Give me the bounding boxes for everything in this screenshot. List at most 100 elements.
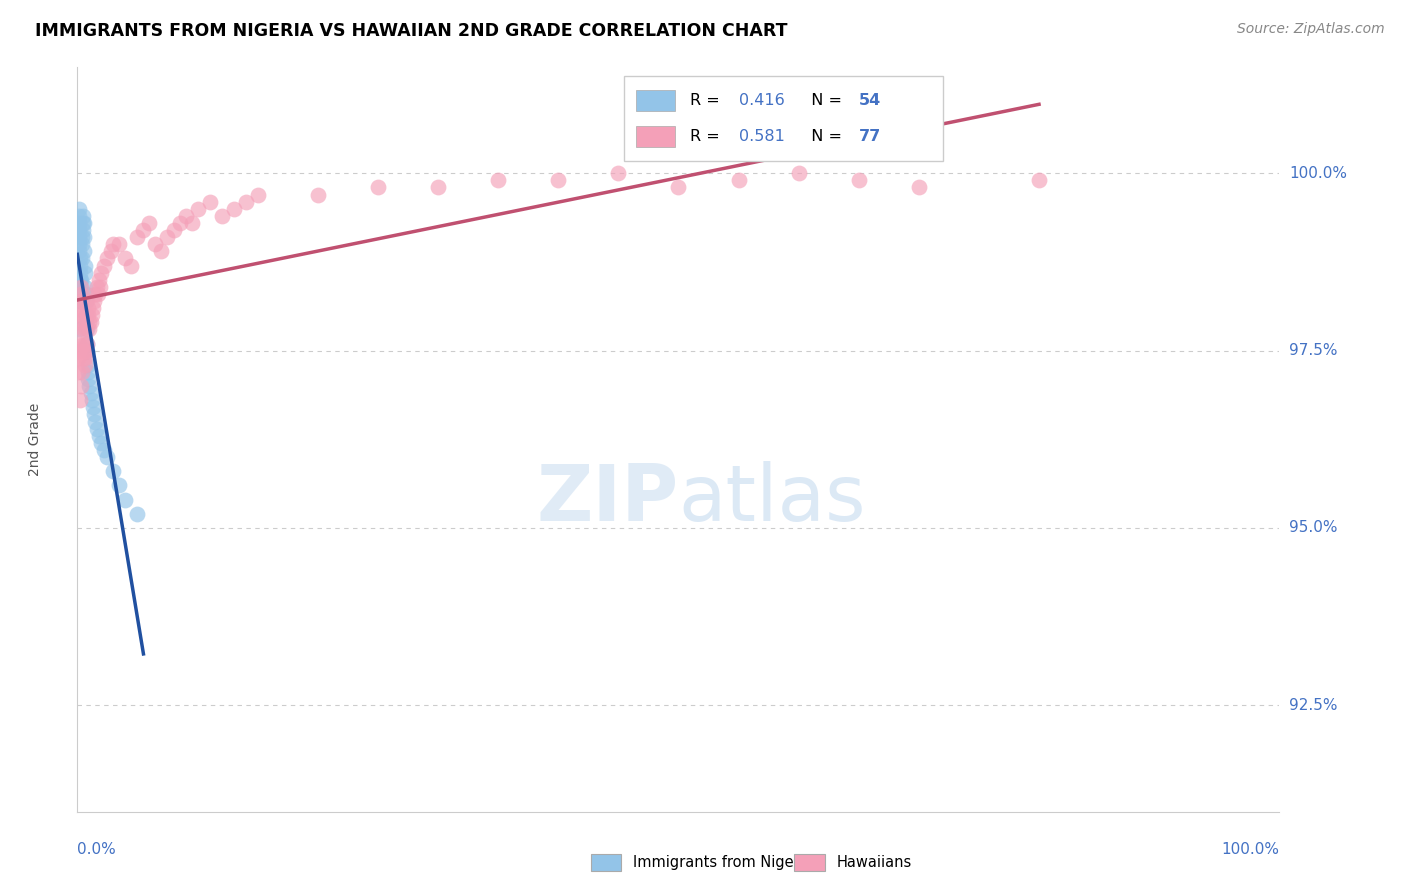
Point bbox=[76, 336, 98, 351]
Text: 92.5%: 92.5% bbox=[1289, 698, 1337, 713]
Point bbox=[668, 180, 690, 194]
Point bbox=[114, 252, 136, 266]
Point bbox=[67, 351, 90, 365]
Text: Hawaiians: Hawaiians bbox=[837, 855, 912, 870]
Text: 100.0%: 100.0% bbox=[1289, 166, 1347, 181]
Point bbox=[93, 442, 115, 457]
Text: 95.0%: 95.0% bbox=[1289, 520, 1337, 535]
Point bbox=[72, 351, 94, 365]
Point bbox=[75, 308, 97, 322]
Text: 100.0%: 100.0% bbox=[1222, 842, 1279, 856]
Point bbox=[73, 259, 96, 273]
Point bbox=[80, 393, 103, 408]
Point bbox=[69, 322, 91, 336]
Text: R =: R = bbox=[690, 93, 725, 108]
Point bbox=[367, 180, 389, 194]
Point bbox=[150, 244, 173, 259]
Point bbox=[67, 336, 90, 351]
Point bbox=[72, 322, 94, 336]
Point bbox=[86, 280, 108, 294]
Point bbox=[73, 230, 96, 244]
Point bbox=[90, 435, 112, 450]
Point bbox=[69, 393, 91, 408]
Point bbox=[67, 237, 90, 252]
Text: Immigrants from Nigeria: Immigrants from Nigeria bbox=[633, 855, 813, 870]
Point bbox=[186, 202, 209, 216]
Point bbox=[77, 365, 100, 379]
Point bbox=[75, 315, 97, 329]
Point bbox=[67, 343, 90, 358]
Point bbox=[120, 259, 142, 273]
Point bbox=[73, 343, 96, 358]
Point bbox=[70, 379, 93, 393]
Point bbox=[180, 216, 202, 230]
Point bbox=[79, 322, 101, 336]
Point bbox=[90, 266, 112, 280]
Text: 77: 77 bbox=[859, 129, 882, 145]
Point bbox=[222, 202, 245, 216]
Point bbox=[76, 293, 98, 308]
Point bbox=[138, 216, 160, 230]
Point bbox=[69, 259, 91, 273]
Point bbox=[156, 230, 179, 244]
Point bbox=[108, 237, 131, 252]
Point bbox=[73, 358, 96, 372]
Point bbox=[69, 315, 91, 329]
Point bbox=[76, 301, 98, 315]
Point bbox=[72, 216, 94, 230]
Point bbox=[114, 492, 136, 507]
Point bbox=[69, 293, 91, 308]
Text: atlas: atlas bbox=[679, 461, 866, 537]
Point bbox=[246, 187, 269, 202]
Point bbox=[77, 308, 100, 322]
Point bbox=[67, 230, 90, 244]
Point bbox=[70, 293, 93, 308]
Point bbox=[83, 408, 105, 422]
Point bbox=[70, 237, 93, 252]
Point bbox=[79, 379, 101, 393]
Point bbox=[1028, 173, 1050, 187]
Point bbox=[96, 252, 118, 266]
Point bbox=[69, 244, 91, 259]
Point bbox=[82, 301, 104, 315]
Point bbox=[132, 223, 155, 237]
Point bbox=[73, 351, 96, 365]
Point bbox=[80, 308, 103, 322]
Point bbox=[87, 273, 110, 287]
Point bbox=[76, 336, 98, 351]
Point bbox=[83, 293, 105, 308]
Point bbox=[486, 173, 509, 187]
Point bbox=[198, 194, 221, 209]
Point bbox=[70, 293, 93, 308]
Point bbox=[908, 180, 931, 194]
Text: R =: R = bbox=[690, 129, 725, 145]
Point bbox=[162, 223, 184, 237]
Point bbox=[127, 507, 149, 521]
Point bbox=[108, 478, 131, 492]
Text: N =: N = bbox=[801, 129, 848, 145]
Point bbox=[96, 450, 118, 464]
Point bbox=[787, 166, 810, 180]
Point bbox=[169, 216, 191, 230]
Text: 97.5%: 97.5% bbox=[1289, 343, 1337, 359]
Point bbox=[127, 230, 149, 244]
Point bbox=[76, 343, 98, 358]
Point bbox=[547, 173, 569, 187]
Point bbox=[100, 244, 122, 259]
Point bbox=[72, 209, 94, 223]
Point bbox=[79, 315, 101, 329]
Point bbox=[307, 187, 329, 202]
Point bbox=[89, 280, 111, 294]
Point bbox=[72, 223, 94, 237]
Point bbox=[87, 286, 110, 301]
Point bbox=[87, 429, 110, 443]
Point bbox=[66, 365, 89, 379]
Point bbox=[103, 464, 125, 478]
Point bbox=[70, 252, 93, 266]
Point bbox=[75, 322, 97, 336]
FancyBboxPatch shape bbox=[637, 90, 675, 111]
Point bbox=[93, 259, 115, 273]
Point bbox=[76, 322, 98, 336]
Point bbox=[727, 173, 749, 187]
Point bbox=[69, 293, 91, 308]
